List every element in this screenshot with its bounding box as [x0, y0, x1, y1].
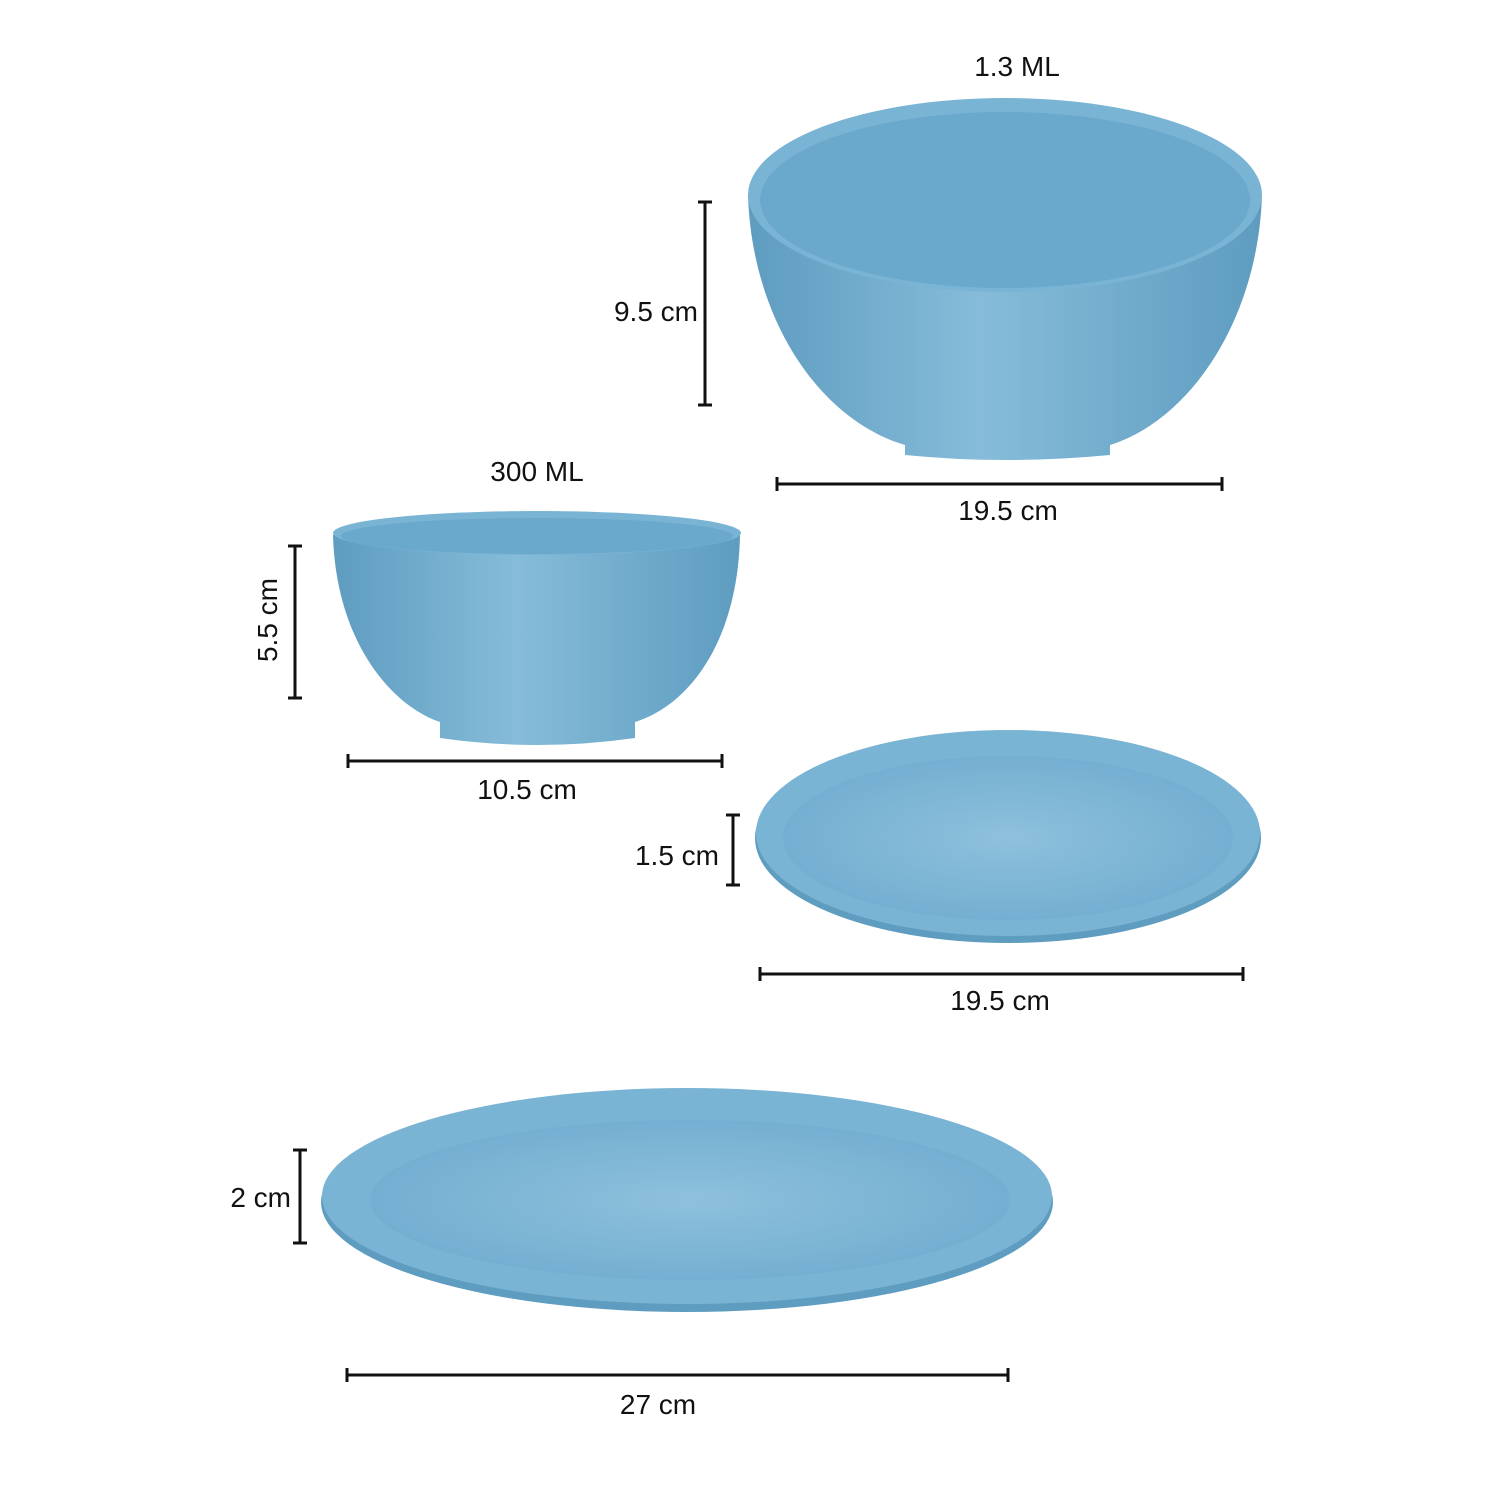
small-bowl-height: 5.5 cm: [252, 577, 283, 663]
quarter-plate-height-line: [726, 813, 740, 887]
large-bowl-capacity: 1.3 ML: [974, 51, 1060, 82]
quarter-plate: [755, 730, 1261, 943]
dinner-plate-width: 27 cm: [619, 1389, 697, 1420]
large-bowl-height-line: [698, 200, 712, 407]
dinner-plate-height-line: [293, 1148, 307, 1245]
quarter-plate-width: 19.5 cm: [950, 985, 1050, 1016]
small-bowl-capacity: 300 ML: [490, 456, 584, 487]
large-bowl-width-line: [775, 477, 1224, 491]
large-bowl: [748, 98, 1262, 460]
large-bowl-height: 9.5 cm: [613, 296, 698, 327]
dinner-plate-height: 2 cm: [230, 1182, 291, 1213]
quarter-plate-width-line: [758, 967, 1245, 981]
small-bowl-width-line: [346, 754, 724, 768]
dinner-plate-width-line: [345, 1368, 1010, 1382]
small-bowl: [333, 511, 741, 745]
dimension-lines: [288, 200, 1245, 1382]
small-bowl-width: 10.5 cm: [477, 774, 577, 805]
quarter-plate-height: 1.5 cm: [634, 840, 719, 871]
dinner-plate: [321, 1088, 1053, 1312]
large-bowl-width: 19.5 cm: [958, 495, 1058, 526]
small-bowl-height-line: [288, 544, 302, 700]
